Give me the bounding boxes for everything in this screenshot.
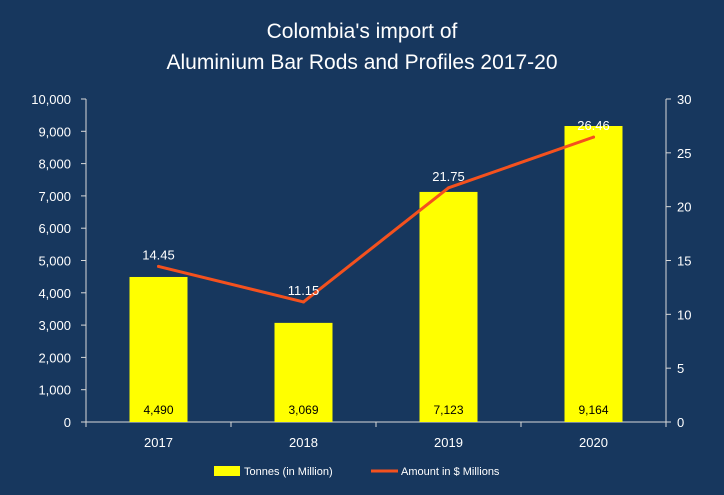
- bar: [564, 126, 623, 422]
- y-left-tick-label: 7,000: [38, 189, 71, 204]
- y-left-tick-label: 3,000: [38, 318, 71, 333]
- bar-value-label: 9,164: [578, 403, 608, 417]
- line-value-label: 21.75: [432, 169, 465, 184]
- x-tick-label: 2019: [434, 435, 463, 450]
- y-left-tick-label: 9,000: [38, 124, 71, 139]
- y-right-tick-label: 10: [677, 307, 691, 322]
- bar-series: [129, 126, 623, 422]
- y-right-tick-label: 0: [677, 415, 684, 430]
- legend-label-line: Amount in $ Millions: [401, 466, 500, 478]
- data-labels: 4,490 3,069 7,123 9,164 14.45 11.15 21.75 26.46: [142, 118, 610, 417]
- line-value-label: 26.46: [577, 118, 610, 133]
- y-left-tick-label: 6,000: [38, 221, 71, 236]
- chart-title-line-2: Aluminium Bar Rods and Profiles 2017-20: [166, 51, 557, 74]
- y-left-tick-label: 10,000: [31, 92, 71, 107]
- bar-value-label: 4,490: [143, 403, 173, 417]
- y-right-tick-label: 25: [677, 146, 691, 161]
- x-tick-label: 2020: [579, 435, 608, 450]
- bar-value-label: 7,123: [433, 403, 463, 417]
- chart-title-line-1: Colombia's import of: [267, 20, 458, 43]
- y-left-tick-label: 4,000: [38, 286, 71, 301]
- x-tick-label: 2018: [289, 435, 318, 450]
- y-right-tick-label: 30: [677, 92, 691, 107]
- y-right-tick-label: 15: [677, 254, 691, 269]
- y-right-tick-label: 5: [677, 361, 684, 376]
- line-point: [302, 300, 305, 304]
- line-value-label: 14.45: [142, 247, 175, 262]
- line-point: [592, 135, 595, 139]
- line-point: [157, 264, 160, 268]
- line-path: [157, 135, 595, 304]
- legend-label-bar: Tonnes (in Million): [244, 466, 333, 478]
- legend: Tonnes (in Million) Amount in $ Millions: [214, 466, 500, 478]
- y-left-tick-label: 5,000: [38, 254, 71, 269]
- y-left-tick-label: 8,000: [38, 157, 71, 172]
- y-left-tick-label: 0: [64, 415, 71, 430]
- line-value-label: 11.15: [288, 283, 320, 298]
- line-point: [447, 186, 450, 190]
- bar: [274, 322, 333, 422]
- bar: [419, 191, 478, 422]
- line-series: [157, 135, 595, 304]
- axes: 0 1,000 2,000 3,000 4,000 5,000 6,000 7,000 8,00…: [31, 92, 691, 450]
- y-left-tick-label: 1,000: [38, 383, 71, 398]
- bar-value-label: 3,069: [288, 403, 318, 417]
- x-tick-label: 2017: [144, 435, 173, 450]
- bar: [129, 276, 188, 422]
- y-left-tick-label: 2,000: [38, 350, 71, 365]
- legend-swatch-bar: [214, 466, 240, 476]
- y-right-tick-label: 20: [677, 200, 691, 215]
